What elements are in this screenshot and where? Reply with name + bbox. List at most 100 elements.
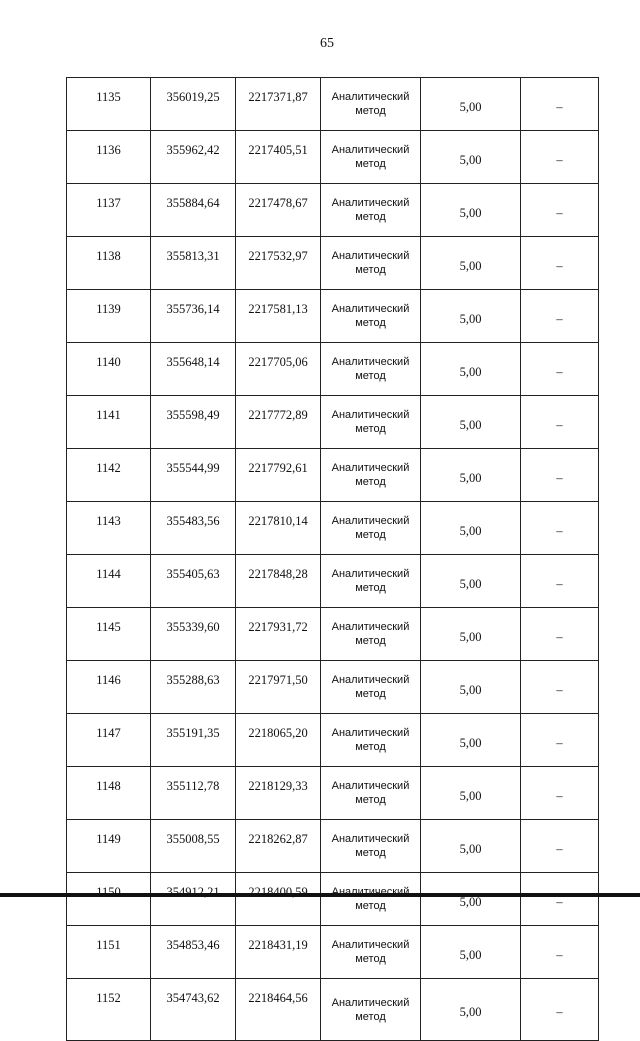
x-coordinate-cell: 355736,14 <box>150 289 236 343</box>
x-coordinate-cell: 355288,63 <box>150 660 236 714</box>
y-coordinate-cell: 2217581,13 <box>235 289 321 343</box>
x-coordinate-cell: 355962,42 <box>150 130 236 184</box>
point-number-cell: 1142 <box>66 448 151 502</box>
note-cell: – <box>520 925 599 979</box>
method-cell: Аналитический метод <box>320 713 421 767</box>
note-cell: – <box>520 236 599 290</box>
error-cell: 5,00 <box>420 289 521 343</box>
error-cell: 5,00 <box>420 77 521 131</box>
x-coordinate-cell: 355813,31 <box>150 236 236 290</box>
x-coordinate-cell: 355884,64 <box>150 183 236 237</box>
table-row: 1142 355544,99 2217792,61 Аналитический мето… <box>66 448 599 502</box>
method-cell: Аналитический метод <box>320 925 421 979</box>
note-cell: – <box>520 660 599 714</box>
x-coordinate-cell: 355191,35 <box>150 713 236 767</box>
coordinates-table: 1135 356019,25 2217371,87 Аналитический мето… <box>66 77 599 1041</box>
method-cell: Аналитический метод <box>320 448 421 502</box>
note-cell: – <box>520 448 599 502</box>
x-coordinate-cell: 356019,25 <box>150 77 236 131</box>
table-row: 1137 355884,64 2217478,67 Аналитический мето… <box>66 183 599 237</box>
error-cell: 5,00 <box>420 236 521 290</box>
note-cell: – <box>520 289 599 343</box>
note-cell: – <box>520 183 599 237</box>
y-coordinate-cell: 2218400,59 <box>235 872 321 926</box>
point-number-cell: 1136 <box>66 130 151 184</box>
table-row: 1150 354912,21 2218400,59 Аналитический мето… <box>66 872 599 926</box>
method-cell: Аналитический метод <box>320 978 421 1041</box>
point-number-cell: 1144 <box>66 554 151 608</box>
method-cell: Аналитический метод <box>320 289 421 343</box>
method-cell: Аналитический метод <box>320 342 421 396</box>
x-coordinate-cell: 354743,62 <box>150 978 236 1041</box>
y-coordinate-cell: 2218262,87 <box>235 819 321 873</box>
error-cell: 5,00 <box>420 607 521 661</box>
y-coordinate-cell: 2217772,89 <box>235 395 321 449</box>
note-cell: – <box>520 819 599 873</box>
y-coordinate-cell: 2217705,06 <box>235 342 321 396</box>
point-number-cell: 1143 <box>66 501 151 555</box>
note-cell: – <box>520 395 599 449</box>
note-cell: – <box>520 77 599 131</box>
x-coordinate-cell: 355008,55 <box>150 819 236 873</box>
y-coordinate-cell: 2217532,97 <box>235 236 321 290</box>
point-number-cell: 1145 <box>66 607 151 661</box>
error-cell: 5,00 <box>420 819 521 873</box>
y-coordinate-cell: 2217478,67 <box>235 183 321 237</box>
note-cell: – <box>520 713 599 767</box>
error-cell: 5,00 <box>420 766 521 820</box>
error-cell: 5,00 <box>420 395 521 449</box>
y-coordinate-cell: 2217810,14 <box>235 501 321 555</box>
y-coordinate-cell: 2217792,61 <box>235 448 321 502</box>
y-coordinate-cell: 2217371,87 <box>235 77 321 131</box>
point-number-cell: 1138 <box>66 236 151 290</box>
point-number-cell: 1147 <box>66 713 151 767</box>
table-row: 1145 355339,60 2217931,72 Аналитический мето… <box>66 607 599 661</box>
point-number-cell: 1150 <box>66 872 151 926</box>
method-cell: Аналитический метод <box>320 766 421 820</box>
x-coordinate-cell: 355598,49 <box>150 395 236 449</box>
y-coordinate-cell: 2217848,28 <box>235 554 321 608</box>
note-cell: – <box>520 501 599 555</box>
point-number-cell: 1152 <box>66 978 151 1041</box>
method-cell: Аналитический метод <box>320 554 421 608</box>
point-number-cell: 1140 <box>66 342 151 396</box>
method-cell: Аналитический метод <box>320 607 421 661</box>
y-coordinate-cell: 2218464,56 <box>235 978 321 1041</box>
point-number-cell: 1139 <box>66 289 151 343</box>
method-cell: Аналитический метод <box>320 872 421 926</box>
point-number-cell: 1135 <box>66 77 151 131</box>
error-cell: 5,00 <box>420 130 521 184</box>
error-cell: 5,00 <box>420 554 521 608</box>
x-coordinate-cell: 355648,14 <box>150 342 236 396</box>
method-cell: Аналитический метод <box>320 395 421 449</box>
method-cell: Аналитический метод <box>320 660 421 714</box>
method-cell: Аналитический метод <box>320 130 421 184</box>
table-row: 1140 355648,14 2217705,06 Аналитический мето… <box>66 342 599 396</box>
x-coordinate-cell: 355483,56 <box>150 501 236 555</box>
table-row: 1144 355405,63 2217848,28 Аналитический мето… <box>66 554 599 608</box>
error-cell: 5,00 <box>420 448 521 502</box>
point-number-cell: 1149 <box>66 819 151 873</box>
note-cell: – <box>520 342 599 396</box>
point-number-cell: 1146 <box>66 660 151 714</box>
scan-border <box>0 893 640 897</box>
x-coordinate-cell: 355339,60 <box>150 607 236 661</box>
note-cell: – <box>520 766 599 820</box>
method-cell: Аналитический метод <box>320 819 421 873</box>
error-cell: 5,00 <box>420 978 521 1041</box>
method-cell: Аналитический метод <box>320 501 421 555</box>
x-coordinate-cell: 355405,63 <box>150 554 236 608</box>
table-row: 1143 355483,56 2217810,14 Аналитический мето… <box>66 501 599 555</box>
table-row: 1138 355813,31 2217532,97 Аналитический мето… <box>66 236 599 290</box>
page-number: 65 <box>320 36 334 51</box>
method-cell: Аналитический метод <box>320 77 421 131</box>
point-number-cell: 1151 <box>66 925 151 979</box>
table-row: 1151 354853,46 2218431,19 Аналитический мето… <box>66 925 599 979</box>
y-coordinate-cell: 2217971,50 <box>235 660 321 714</box>
method-cell: Аналитический метод <box>320 236 421 290</box>
table-row: 1141 355598,49 2217772,89 Аналитический мето… <box>66 395 599 449</box>
table-row: 1136 355962,42 2217405,51 Аналитический мето… <box>66 130 599 184</box>
y-coordinate-cell: 2218065,20 <box>235 713 321 767</box>
point-number-cell: 1148 <box>66 766 151 820</box>
error-cell: 5,00 <box>420 925 521 979</box>
